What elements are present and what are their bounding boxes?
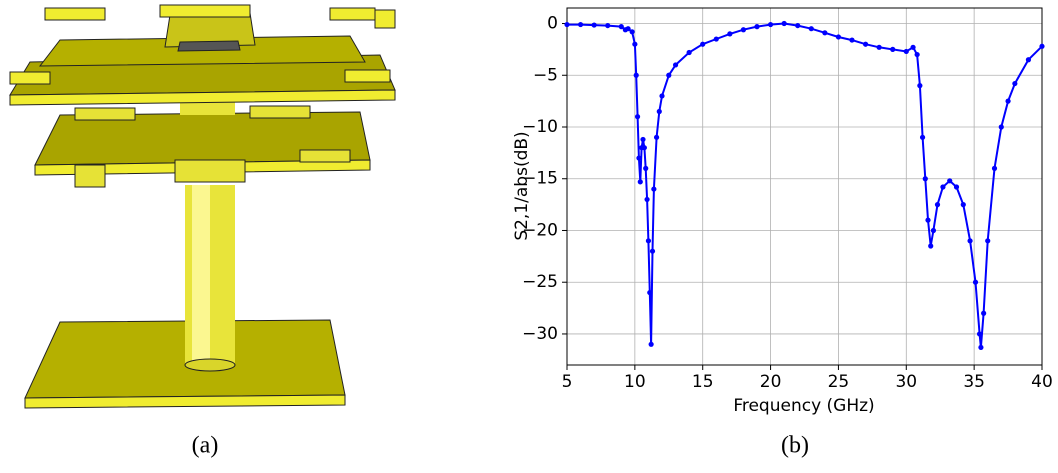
data-point <box>673 62 678 67</box>
x-tick-label: 30 <box>895 372 917 392</box>
data-point <box>947 178 952 183</box>
data-point <box>636 155 641 160</box>
data-point <box>1012 81 1017 86</box>
y-tick-label: −20 <box>522 220 558 240</box>
data-point <box>654 135 659 140</box>
data-point <box>646 238 651 243</box>
data-point <box>1005 99 1010 104</box>
data-point <box>666 73 671 78</box>
y-tick-label: −25 <box>522 272 558 292</box>
data-point <box>768 22 773 27</box>
data-point <box>935 202 940 207</box>
data-point <box>634 73 639 78</box>
data-point <box>592 22 597 27</box>
figure: (a) (b) Frequency (GHz) S2,1/abs(dB) 510… <box>0 0 1058 473</box>
data-point <box>1039 44 1044 49</box>
caption: (b) <box>781 433 809 459</box>
y-tick-label: −30 <box>522 324 558 344</box>
data-point <box>915 52 920 57</box>
data-point <box>741 27 746 32</box>
data-point <box>925 218 930 223</box>
data-point <box>890 47 895 52</box>
data-point <box>910 45 915 50</box>
data-point <box>650 249 655 254</box>
data-point <box>632 42 637 47</box>
data-point <box>687 50 692 55</box>
data-point <box>822 30 827 35</box>
data-point <box>978 345 983 350</box>
data-point <box>917 83 922 88</box>
y-tick-label: −5 <box>533 65 558 85</box>
data-point <box>992 166 997 171</box>
data-point <box>920 135 925 140</box>
data-point <box>904 49 909 54</box>
data-point <box>940 184 945 189</box>
plot-frame <box>567 8 1042 365</box>
data-point <box>954 184 959 189</box>
y-tick-label: 0 <box>547 14 558 34</box>
data-point <box>931 228 936 233</box>
data-point <box>727 31 732 36</box>
y-tick-label: −10 <box>522 117 558 137</box>
data-point <box>564 22 569 27</box>
data-point <box>643 166 648 171</box>
data-point <box>981 311 986 316</box>
data-point <box>836 34 841 39</box>
data-point <box>928 243 933 248</box>
data-point <box>630 29 635 34</box>
data-point <box>644 197 649 202</box>
x-tick-label: 35 <box>963 372 985 392</box>
model-render <box>10 5 395 408</box>
data-point <box>809 26 814 31</box>
x-tick-label: 40 <box>1031 372 1053 392</box>
x-tick-label: 15 <box>692 372 714 392</box>
data-point <box>578 22 583 27</box>
data-point <box>649 342 654 347</box>
x-tick-label: 5 <box>562 372 573 392</box>
data-point <box>754 24 759 29</box>
x-tick-label: 10 <box>624 372 646 392</box>
data-point <box>1026 57 1031 62</box>
data-point <box>642 145 647 150</box>
data-point <box>647 290 652 295</box>
data-point <box>795 23 800 28</box>
data-point <box>985 238 990 243</box>
data-point <box>961 202 966 207</box>
data-point <box>782 21 787 26</box>
data-point <box>659 93 664 98</box>
data-point <box>651 186 656 191</box>
data-point <box>657 109 662 114</box>
data-line <box>567 24 1042 348</box>
x-axis-label: Frequency (GHz) <box>733 396 874 416</box>
data-point <box>605 23 610 28</box>
data-point <box>999 124 1004 129</box>
data-point <box>923 176 928 181</box>
data-point <box>700 42 705 47</box>
x-tick-label: 20 <box>760 372 782 392</box>
data-point <box>849 37 854 42</box>
data-point <box>977 331 982 336</box>
data-point <box>863 42 868 47</box>
data-point <box>638 179 643 184</box>
y-tick-label: −15 <box>522 169 558 189</box>
data-point <box>635 114 640 119</box>
data-point <box>714 36 719 41</box>
caption: (a) <box>192 433 219 459</box>
x-tick-label: 25 <box>828 372 850 392</box>
data-point <box>877 45 882 50</box>
data-point <box>640 137 645 142</box>
data-point <box>967 238 972 243</box>
data-point <box>973 280 978 285</box>
